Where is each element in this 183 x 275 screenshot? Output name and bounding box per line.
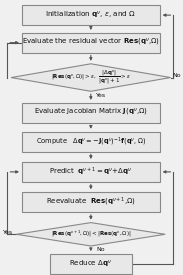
FancyBboxPatch shape [22,162,160,182]
Text: $|\mathbf{Res}(\mathbf{q}^{\nu},\Omega)|{>}\varepsilon$,  $\dfrac{|\Delta\mathbf: $|\mathbf{Res}(\mathbf{q}^{\nu},\Omega)|… [51,69,131,86]
Text: Reduce $\Delta\mathbf{q}^{\nu}$: Reduce $\Delta\mathbf{q}^{\nu}$ [69,258,112,270]
Text: Initialization $\mathbf{q}^{\nu}$, $\varepsilon$, and $\Omega$: Initialization $\mathbf{q}^{\nu}$, $\var… [45,10,137,21]
FancyBboxPatch shape [22,103,160,123]
FancyBboxPatch shape [22,132,160,152]
Text: Yes: Yes [3,230,13,235]
Text: Evaluate Jacobian Matrix $\mathbf{J}$($\mathbf{q}^{\nu}$,$\Omega$): Evaluate Jacobian Matrix $\mathbf{J}$($\… [34,107,148,118]
Polygon shape [16,223,165,246]
Text: $|\mathbf{Res}(\mathbf{q}^{\nu+1},\Omega)|{<}|\mathbf{Res}(\mathbf{q}^{\nu},\Ome: $|\mathbf{Res}(\mathbf{q}^{\nu+1},\Omega… [51,229,131,240]
FancyBboxPatch shape [22,33,160,53]
Text: Evaluate the residual vector $\mathbf{Res}$($\mathbf{q}^{\nu}$,$\Omega$): Evaluate the residual vector $\mathbf{Re… [22,37,160,48]
FancyBboxPatch shape [22,192,160,212]
Text: Yes: Yes [96,93,106,98]
Text: No: No [96,247,105,252]
Polygon shape [11,64,171,91]
FancyBboxPatch shape [50,254,132,274]
Text: Compute   $\Delta\mathbf{q}^{\nu}{=}{-}\mathbf{J}(\mathbf{q}^{\nu})^{-1}\mathbf{: Compute $\Delta\mathbf{q}^{\nu}{=}{-}\ma… [36,136,146,148]
FancyBboxPatch shape [22,5,160,25]
Text: No: No [172,73,181,78]
Text: Predict  $\mathbf{q}^{\nu+1}{=}\mathbf{q}^{\nu}{+}\Delta\mathbf{q}^{\nu}$: Predict $\mathbf{q}^{\nu+1}{=}\mathbf{q}… [49,166,132,178]
Text: Reevaluate  $\mathbf{Res}$($\mathbf{q}^{\nu+1}$,$\Omega$): Reevaluate $\mathbf{Res}$($\mathbf{q}^{\… [46,196,136,208]
